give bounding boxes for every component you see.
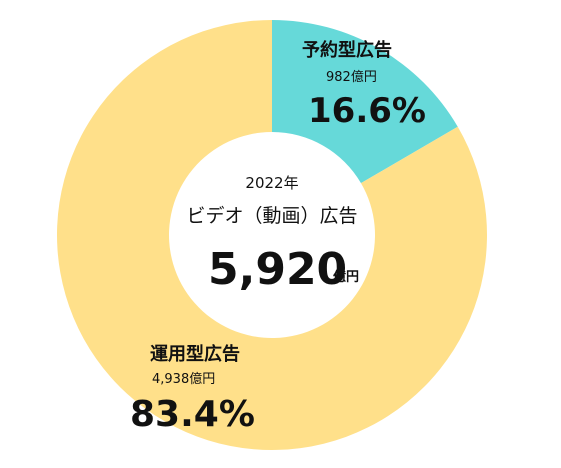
slice-amount-programmatic: 4,938億円 xyxy=(152,372,216,387)
slice-label-programmatic: 運用型広告 xyxy=(150,344,240,365)
slice-percent-programmatic: 83.4% xyxy=(130,394,255,435)
slice-programmatic xyxy=(57,20,488,450)
slice-label-reserved: 予約型広告 xyxy=(302,40,392,61)
slice-amount-reserved: 982億円 xyxy=(326,70,377,85)
center-year: 2022年 xyxy=(245,174,299,192)
slice-percent-reserved: 16.6% xyxy=(308,91,426,131)
slice-reserved xyxy=(272,20,458,184)
center-title: ビデオ（動画）広告 xyxy=(186,205,358,227)
center-total: 5,920 xyxy=(208,244,348,295)
center-unit: 億円 xyxy=(333,270,360,285)
